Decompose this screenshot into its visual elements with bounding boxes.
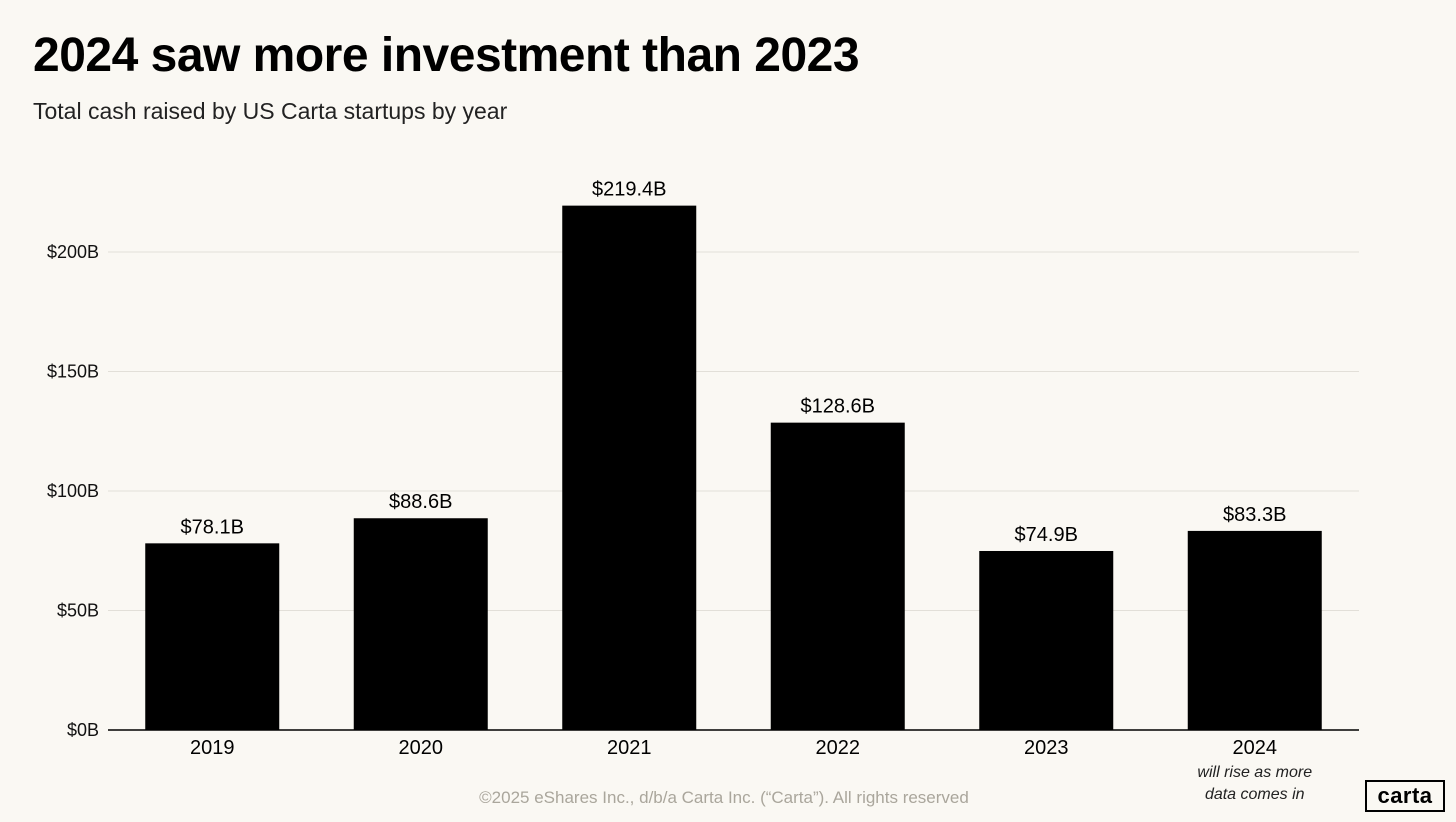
data-label: $78.1B: [181, 516, 244, 538]
bar: [562, 205, 697, 730]
x-tick-label: 2021: [607, 737, 652, 759]
bar: [1187, 530, 1322, 730]
bar: [770, 422, 905, 730]
category-note-line: will rise as more: [1197, 764, 1312, 781]
category-note-line: data comes in: [1205, 786, 1305, 803]
data-label: $74.9B: [1015, 524, 1078, 546]
copyright-footer: ©2025 eShares Inc., d/b/a Carta Inc. (“C…: [479, 788, 969, 807]
x-tick-label: 2019: [190, 737, 235, 759]
data-label: $128.6B: [800, 396, 875, 418]
chart-title: 2024 saw more investment than 2023: [33, 29, 860, 82]
y-tick-label: $50B: [57, 601, 99, 621]
data-label: $88.6B: [389, 491, 452, 513]
data-label: $219.4B: [592, 179, 667, 201]
x-tick-label: 2020: [399, 737, 444, 759]
bar: [353, 518, 488, 730]
data-label: $83.3B: [1223, 504, 1286, 526]
bar: [145, 543, 280, 730]
x-tick-label: 2024: [1233, 737, 1278, 759]
x-tick-label: 2022: [816, 737, 861, 759]
carta-logo: carta: [1365, 780, 1445, 812]
bar: [979, 550, 1114, 730]
x-tick-label: 2023: [1024, 737, 1069, 759]
y-tick-label: $100B: [47, 481, 99, 501]
y-tick-label: $200B: [47, 242, 99, 262]
y-tick-label: $0B: [67, 720, 99, 740]
chart-subtitle: Total cash raised by US Carta startups b…: [33, 98, 508, 124]
y-tick-label: $150B: [47, 362, 99, 382]
